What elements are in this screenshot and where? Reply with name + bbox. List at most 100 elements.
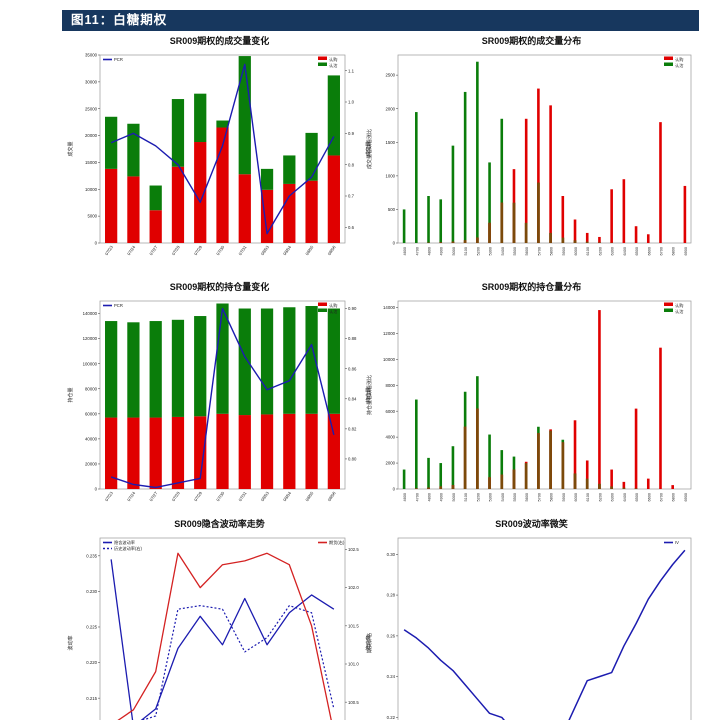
svg-text:15000: 15000 (85, 160, 98, 165)
svg-text:5600: 5600 (525, 493, 529, 501)
svg-text:6200: 6200 (598, 493, 602, 501)
svg-text:成交量: 成交量 (67, 141, 74, 156)
svg-text:成交量: 成交量 (365, 141, 372, 156)
chart-volume-change: SR009期权的成交量变化 0 5000 10000 15000 20000 25000 3… (64, 36, 375, 277)
svg-text:0.9: 0.9 (348, 131, 355, 136)
svg-text:5000: 5000 (452, 493, 456, 501)
svg-text:08/05: 08/05 (304, 490, 314, 502)
svg-text:140000: 140000 (83, 311, 98, 316)
chart-open-interest-distribution: SR009期权的持仓量分布 0 2000 4000 6000 8000 10000 1200… (362, 282, 701, 523)
svg-text:0.84: 0.84 (348, 396, 357, 401)
volatility-smile-canvas: 0.220.240.260.280.30波动率46004700480049005… (365, 537, 692, 720)
svg-text:持仓量: 持仓量 (67, 387, 74, 402)
svg-text:5900: 5900 (562, 247, 566, 255)
volume-change-canvas: 0 5000 10000 15000 20000 25000 30000 35000 成交量 0.… (67, 53, 373, 257)
svg-text:35000: 35000 (85, 53, 98, 58)
svg-text:5100: 5100 (464, 247, 468, 255)
svg-text:10000: 10000 (383, 357, 396, 362)
svg-text:08/03: 08/03 (260, 244, 270, 256)
svg-text:4900: 4900 (440, 247, 444, 255)
volume-distribution-canvas: 0 500 1000 1500 2000 2500 成交量 4600 4700 4800 4900 5… (365, 54, 692, 255)
svg-text:08/04: 08/04 (282, 490, 292, 502)
open-interest-change-canvas: 0 20000 40000 60000 80000 100000 120000 140000 持… (67, 300, 373, 502)
svg-text:08/06: 08/06 (327, 490, 337, 502)
svg-text:5600: 5600 (525, 247, 529, 255)
chart-implied-volatility-trend: SR009隐含波动率走势 0.2100.2150.2200.2250.2300.… (64, 519, 375, 720)
svg-text:6600: 6600 (647, 247, 651, 255)
svg-text:07/29: 07/29 (193, 490, 203, 502)
svg-text:4000: 4000 (385, 435, 395, 440)
svg-text:0: 0 (393, 487, 396, 492)
svg-text:6500: 6500 (635, 493, 639, 501)
svg-text:0.8: 0.8 (348, 162, 355, 167)
svg-text:0.6: 0.6 (348, 225, 355, 230)
svg-text:1.1: 1.1 (348, 68, 355, 73)
svg-text:2000: 2000 (385, 106, 395, 111)
svg-text:30000: 30000 (85, 79, 98, 84)
svg-text:期货(右): 期货(右) (329, 539, 345, 546)
chart-title: SR009期权的持仓量变化 (169, 282, 270, 292)
svg-text:认沽: 认沽 (329, 62, 337, 69)
svg-text:12000: 12000 (383, 331, 396, 336)
svg-text:102.0: 102.0 (348, 585, 359, 590)
svg-text:5700: 5700 (537, 247, 541, 255)
svg-text:6900: 6900 (684, 493, 688, 501)
svg-text:0.86: 0.86 (348, 366, 357, 371)
svg-text:07/27: 07/27 (148, 490, 158, 502)
svg-text:6900: 6900 (684, 247, 688, 255)
svg-text:0.215: 0.215 (86, 696, 97, 701)
svg-text:6700: 6700 (659, 247, 663, 255)
svg-text:6800: 6800 (672, 247, 676, 255)
chart-title: SR009期权的持仓量分布 (481, 282, 582, 292)
svg-text:102.5: 102.5 (348, 547, 359, 552)
svg-text:5700: 5700 (537, 493, 541, 501)
svg-text:4800: 4800 (428, 493, 432, 501)
svg-text:期货价格: 期货价格 (366, 633, 373, 653)
svg-text:07/31: 07/31 (237, 490, 247, 502)
svg-text:6100: 6100 (586, 493, 590, 501)
svg-text:5800: 5800 (550, 493, 554, 501)
chart-title: SR009隐含波动率走势 (174, 519, 265, 529)
svg-text:5400: 5400 (501, 493, 505, 501)
svg-text:波动率: 波动率 (365, 635, 372, 650)
svg-text:5800: 5800 (550, 247, 554, 255)
svg-text:1.0: 1.0 (348, 100, 355, 105)
implied-volatility-trend-canvas: 0.2100.2150.2200.2250.2300.235波动率100.010… (67, 537, 373, 720)
section-header-title: 图11：白糖期权 (71, 13, 168, 27)
svg-text:5100: 5100 (464, 493, 468, 501)
svg-text:0.22: 0.22 (387, 715, 396, 720)
svg-text:PCR: PCR (114, 57, 123, 62)
svg-text:0.30: 0.30 (387, 552, 396, 557)
chart-volatility-smile: SR009波动率微笑 0.220.240.260.280.30波动率460047… (362, 519, 701, 720)
svg-text:5300: 5300 (489, 493, 493, 501)
svg-text:6600: 6600 (647, 493, 651, 501)
svg-text:4900: 4900 (440, 493, 444, 501)
svg-text:0: 0 (95, 241, 98, 246)
svg-text:持仓量: 持仓量 (365, 387, 372, 402)
svg-text:2000: 2000 (385, 461, 395, 466)
section-header: 图11：白糖期权 (62, 10, 699, 31)
chart-title: SR009波动率微笑 (495, 519, 568, 529)
svg-text:持仓量看跌看涨比: 持仓量看跌看涨比 (366, 375, 373, 415)
svg-text:14000: 14000 (383, 305, 396, 310)
svg-text:08/06: 08/06 (327, 244, 337, 256)
svg-text:6800: 6800 (672, 493, 676, 501)
svg-text:08/04: 08/04 (282, 244, 292, 256)
svg-text:6700: 6700 (659, 493, 663, 501)
svg-text:6100: 6100 (586, 247, 590, 255)
svg-text:07/29: 07/29 (193, 244, 203, 256)
svg-text:07/23: 07/23 (104, 490, 114, 502)
chart-volume-distribution: SR009期权的成交量分布 0 500 1000 1500 2000 2500 成交量 460… (362, 36, 701, 277)
svg-text:6300: 6300 (611, 493, 615, 501)
svg-text:0.24: 0.24 (387, 674, 396, 679)
svg-text:07/24: 07/24 (126, 244, 136, 256)
svg-text:0.28: 0.28 (387, 593, 396, 598)
svg-text:认沽: 认沽 (329, 308, 337, 315)
svg-text:08/03: 08/03 (260, 490, 270, 502)
svg-text:认沽: 认沽 (675, 62, 683, 69)
svg-text:认购: 认购 (675, 56, 683, 63)
svg-text:08/05: 08/05 (304, 244, 314, 256)
svg-text:0: 0 (393, 241, 396, 246)
svg-text:IV: IV (675, 540, 679, 545)
svg-text:0.230: 0.230 (86, 589, 97, 594)
